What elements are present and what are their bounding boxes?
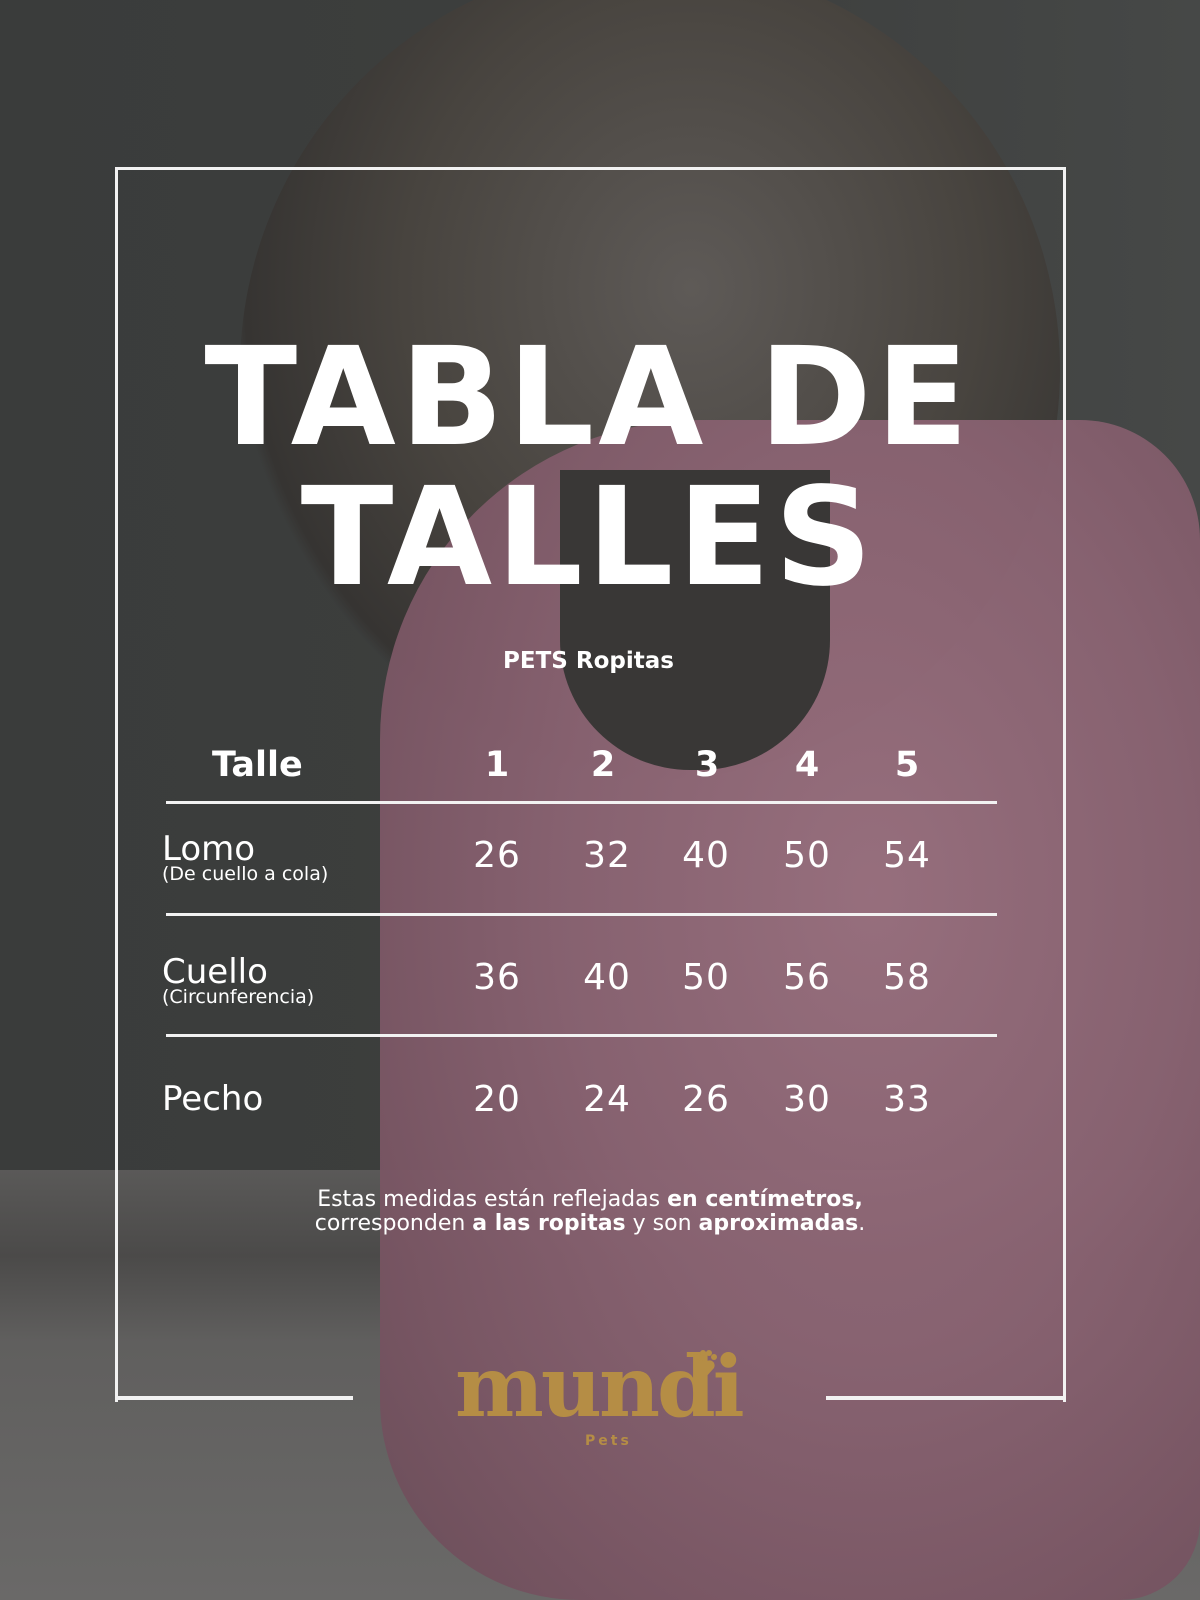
table-cell: 26 bbox=[473, 835, 521, 876]
table-row-label: Pecho bbox=[162, 1082, 263, 1116]
row-label-pecho: Pecho bbox=[162, 1079, 264, 1119]
note-text: y son bbox=[625, 1211, 699, 1236]
note-bold: en centímetros, bbox=[667, 1187, 863, 1212]
note-text: Estas medidas están reflejadas bbox=[317, 1187, 668, 1212]
table-row-label: Cuello (Circunferencia) bbox=[162, 955, 314, 1007]
table-cell: 36 bbox=[473, 957, 521, 998]
table-cell: 20 bbox=[473, 1079, 521, 1120]
row-sublabel: (Circunferencia) bbox=[162, 986, 315, 1008]
row-label-cuello: Cuello bbox=[162, 952, 268, 992]
note-bold: aproximadas bbox=[698, 1211, 859, 1236]
note-text: corresponden bbox=[314, 1211, 473, 1236]
table-cell: 40 bbox=[583, 957, 631, 998]
table-cell: 58 bbox=[883, 957, 931, 998]
note-bold: a las ropitas bbox=[472, 1211, 626, 1236]
title-line-1: TABLA DE bbox=[204, 319, 973, 477]
frame-bottom-left bbox=[115, 1396, 353, 1400]
header-size-3: 3 bbox=[694, 745, 720, 785]
table-cell: 30 bbox=[783, 1079, 831, 1120]
row-label-lomo: Lomo bbox=[162, 829, 256, 869]
table-cell: 40 bbox=[682, 835, 730, 876]
header-talle: Talle bbox=[212, 745, 303, 785]
header-size-4: 4 bbox=[794, 745, 820, 785]
table-cell: 56 bbox=[783, 957, 831, 998]
divider bbox=[166, 801, 997, 804]
measurement-note: Estas medidas están reflejadas en centím… bbox=[300, 1188, 880, 1236]
subtitle: PETS Ropitas bbox=[503, 648, 674, 674]
logo-subtext: Pets bbox=[585, 1433, 632, 1449]
table-cell: 24 bbox=[583, 1079, 631, 1120]
table-cell: 50 bbox=[783, 835, 831, 876]
header-size-1: 1 bbox=[484, 745, 510, 785]
table-cell: 50 bbox=[682, 957, 730, 998]
note-text: . bbox=[858, 1211, 866, 1236]
frame-bottom-right bbox=[826, 1396, 1063, 1400]
table-row-label: Lomo (De cuello a cola) bbox=[162, 832, 328, 884]
table-cell: 33 bbox=[883, 1079, 931, 1120]
divider bbox=[166, 913, 997, 916]
table-cell: 26 bbox=[682, 1079, 730, 1120]
header-size-5: 5 bbox=[894, 745, 920, 785]
divider bbox=[166, 1034, 997, 1037]
title-line-2: TALLES bbox=[300, 459, 877, 617]
dog-photo-chest bbox=[560, 470, 830, 770]
mundi-pets-logo: mundi Pets bbox=[455, 1345, 745, 1455]
row-sublabel: (De cuello a cola) bbox=[162, 863, 329, 885]
paw-heart-icon bbox=[694, 1350, 717, 1378]
header-size-2: 2 bbox=[590, 745, 616, 785]
table-cell: 32 bbox=[583, 835, 631, 876]
frame-border bbox=[115, 167, 1066, 1402]
table-cell: 54 bbox=[883, 835, 931, 876]
